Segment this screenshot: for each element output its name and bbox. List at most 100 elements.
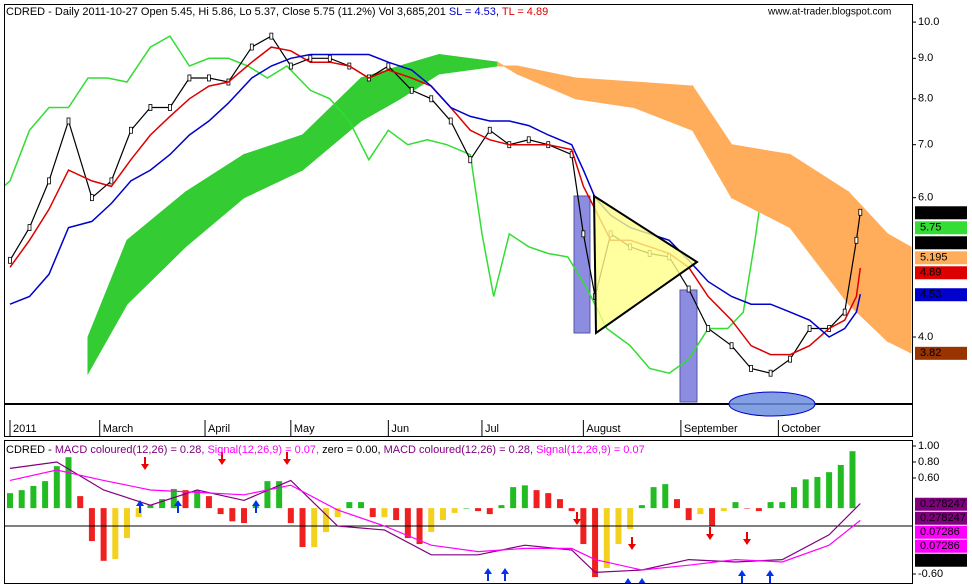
candle — [148, 104, 153, 111]
indicator-line — [9, 46, 862, 356]
price-title: CDRED - Daily 2011-10-27 Open 5.45, Hi 5… — [6, 6, 548, 18]
price-tag-label: 0.07286 — [920, 540, 960, 552]
price-tag — [915, 266, 967, 280]
macd-bar — [592, 508, 599, 578]
y-tick-label: 8.0 — [918, 93, 933, 105]
candle — [129, 126, 133, 134]
macd-bar — [439, 508, 446, 521]
candle — [327, 54, 332, 62]
macd-title: CDRED - MACD coloured(12,26) = 0.28, Sig… — [6, 444, 645, 456]
x-tick-label: September — [684, 423, 738, 435]
macd-bar — [7, 493, 13, 509]
candle — [581, 230, 586, 238]
x-tick-label: October — [781, 423, 820, 435]
macd-title-part: Signal(12,26,9) = 0.07, — [207, 444, 319, 456]
price-tag-label: 0.07286 — [920, 526, 960, 538]
candle — [448, 117, 453, 125]
title-main: CDRED - Daily 2011-10-27 Open 5.45, Hi 5… — [6, 6, 446, 18]
price-tag-label: 5.195 — [920, 252, 948, 264]
macd-line — [9, 469, 861, 571]
macd-bar — [217, 508, 224, 515]
macd-bar — [135, 508, 142, 518]
sl-label: SL = 4.53 — [449, 6, 496, 18]
macd-bar — [322, 508, 329, 533]
macd-bar — [229, 508, 236, 522]
macd-bar — [404, 508, 411, 539]
macd-bar — [381, 508, 388, 518]
macd-bar — [53, 466, 60, 509]
x-tick-label: Jun — [391, 423, 409, 435]
macd-title-part: CDRED - — [6, 444, 55, 456]
signal-arrow — [573, 512, 581, 525]
macd-bar — [814, 476, 821, 509]
macd-bar — [77, 496, 84, 509]
macd-bar — [428, 508, 435, 533]
y-tick-label: 0.60 — [918, 472, 939, 484]
candle — [487, 126, 492, 134]
candle — [47, 177, 51, 185]
y-tick-label: 0.80 — [918, 456, 939, 468]
bottom-highlight — [728, 391, 816, 417]
highlight-box — [573, 195, 591, 334]
candle — [8, 256, 12, 264]
macd-bar — [147, 505, 154, 509]
cloud-segment — [887, 233, 912, 354]
price-tag-label: 0.278247 — [920, 498, 966, 510]
candle — [854, 236, 859, 244]
macd-bar — [393, 508, 400, 521]
macd-bar — [30, 485, 37, 509]
macd-bar — [837, 464, 844, 509]
signal-arrow — [738, 570, 746, 583]
macd-bar — [287, 508, 294, 524]
price-tag — [915, 497, 967, 511]
candle — [686, 285, 691, 293]
signal-arrow — [766, 570, 774, 583]
macd-plot — [5, 451, 912, 583]
macd-bar — [744, 508, 751, 509]
candle — [207, 74, 211, 82]
macd-bar — [510, 487, 517, 509]
y-tick-label: 4.0 — [918, 331, 933, 343]
macd-bar — [311, 508, 318, 548]
price-tag-label: 5.75 — [920, 237, 941, 249]
macd-bar — [42, 481, 49, 509]
candle — [90, 194, 94, 202]
macd-bar — [182, 490, 189, 509]
macd-bar — [100, 508, 107, 561]
macd-bar — [826, 472, 833, 509]
macd-bar — [475, 508, 482, 512]
y-tick-label: 1.00 — [918, 440, 939, 452]
macd-title-part: zero = 0.00, — [322, 444, 380, 456]
signal-arrow — [706, 527, 714, 540]
signal-arrow — [218, 452, 226, 465]
x-tick-label: Jul — [485, 423, 499, 435]
signal-arrow — [141, 457, 149, 470]
price-tag — [915, 539, 967, 553]
candle — [768, 369, 773, 377]
macd-bar — [498, 505, 505, 509]
signal-arrow — [252, 500, 260, 513]
macd-bar — [65, 457, 72, 509]
macd-bar — [18, 490, 25, 509]
macd-bar — [486, 508, 493, 515]
macd-bar — [790, 487, 797, 509]
candle — [27, 224, 32, 231]
macd-bar — [346, 502, 353, 509]
signal-arrow — [484, 568, 492, 581]
macd-bar — [159, 499, 166, 509]
indicator-line — [9, 53, 862, 338]
candle — [706, 325, 711, 332]
macd-title-part: MACD coloured(12,26) = 0.28, — [55, 444, 205, 456]
macd-bar — [685, 508, 692, 521]
price-tag — [915, 511, 967, 525]
macd-bar — [205, 496, 212, 509]
candle — [386, 62, 391, 70]
candle — [749, 365, 753, 372]
price-tag-label: 0.00000 — [920, 554, 960, 566]
macd-bar — [779, 502, 786, 509]
candle — [269, 32, 274, 40]
close-line — [9, 35, 861, 374]
candle — [66, 117, 71, 125]
signal-arrow — [624, 578, 632, 583]
